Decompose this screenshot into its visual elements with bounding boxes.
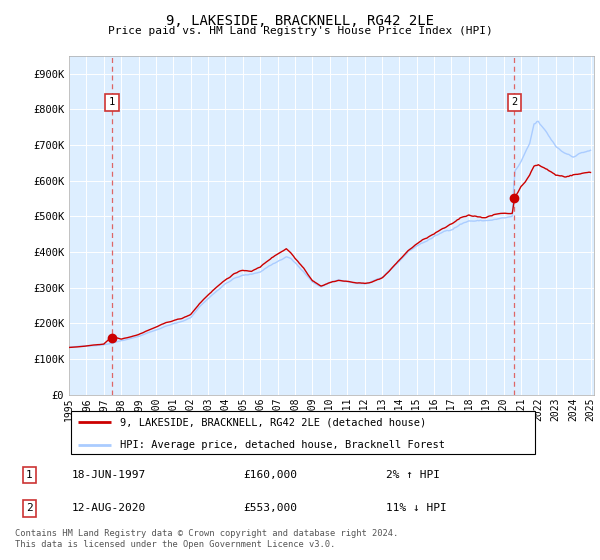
Text: 12-AUG-2020: 12-AUG-2020 <box>72 503 146 514</box>
Text: HPI: Average price, detached house, Bracknell Forest: HPI: Average price, detached house, Brac… <box>121 440 445 450</box>
Text: 2: 2 <box>511 97 518 108</box>
Text: Contains HM Land Registry data © Crown copyright and database right 2024.
This d: Contains HM Land Registry data © Crown c… <box>15 529 398 549</box>
Text: 1: 1 <box>26 470 32 480</box>
Text: 11% ↓ HPI: 11% ↓ HPI <box>386 503 446 514</box>
Text: 2: 2 <box>26 503 32 514</box>
Text: 9, LAKESIDE, BRACKNELL, RG42 2LE (detached house): 9, LAKESIDE, BRACKNELL, RG42 2LE (detach… <box>121 417 427 427</box>
Text: 18-JUN-1997: 18-JUN-1997 <box>72 470 146 480</box>
FancyBboxPatch shape <box>71 411 535 454</box>
Text: 2% ↑ HPI: 2% ↑ HPI <box>386 470 439 480</box>
Text: 9, LAKESIDE, BRACKNELL, RG42 2LE: 9, LAKESIDE, BRACKNELL, RG42 2LE <box>166 14 434 28</box>
Text: £160,000: £160,000 <box>243 470 297 480</box>
Text: 1: 1 <box>109 97 115 108</box>
Text: Price paid vs. HM Land Registry's House Price Index (HPI): Price paid vs. HM Land Registry's House … <box>107 26 493 36</box>
Text: £553,000: £553,000 <box>243 503 297 514</box>
